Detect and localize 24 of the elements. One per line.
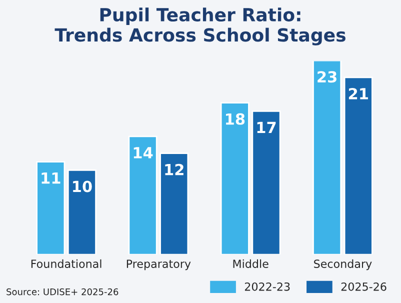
bar (252, 110, 281, 255)
chart-title: Pupil Teacher Ratio: Trends Across School Stages (54, 8, 346, 46)
x-tick-label: Middle (233, 259, 268, 268)
data-label: 12 (165, 164, 184, 176)
bar (128, 136, 158, 255)
bar (67, 170, 96, 255)
data-label: 18 (226, 113, 245, 125)
bar (312, 60, 342, 255)
bar (344, 76, 373, 255)
legend-label: 2025-26 (341, 282, 386, 291)
bar (160, 152, 189, 255)
x-tick-label: Foundational (31, 259, 102, 268)
x-tick-label: Preparatory (126, 260, 191, 270)
data-label: 17 (257, 122, 276, 134)
data-label: 21 (348, 88, 368, 100)
data-label: 10 (73, 180, 92, 192)
legend-label: 2022-23 (244, 282, 290, 291)
data-label: 14 (134, 147, 153, 158)
data-label: 23 (318, 71, 336, 83)
bar (220, 102, 250, 255)
x-tick-label: Secondary (314, 259, 372, 270)
bar (36, 161, 66, 255)
source-note: Source: UDISE+ 2025-26 (6, 288, 118, 296)
data-label: 11 (42, 172, 60, 184)
